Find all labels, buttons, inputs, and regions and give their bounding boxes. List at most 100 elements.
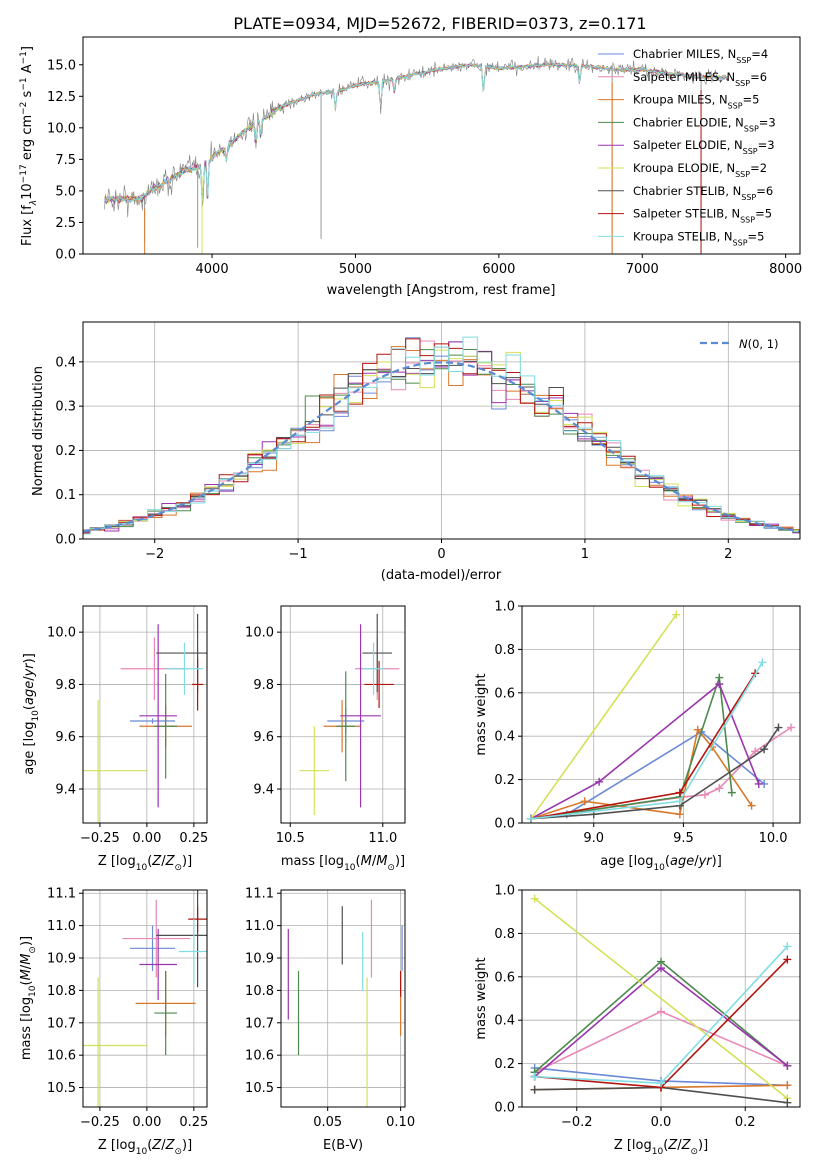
x-axis-label: Z [log10(Z/Z⊙)] (98, 854, 192, 873)
axes-frame (280, 605, 406, 824)
plot-area (299, 613, 400, 816)
x-tick-label: 7000 (626, 262, 659, 277)
y-tick-label: 0.3 (55, 400, 76, 415)
y-tick-label: 15.0 (47, 58, 76, 73)
weight-series-line (530, 677, 733, 820)
weight-marker (783, 1098, 792, 1107)
weight-marker (700, 790, 709, 799)
legend-entry: Chabrier STELIB, NSSP=6 (633, 184, 773, 202)
y-tick-label: 11.1 (47, 887, 76, 902)
weight-series-line (530, 662, 764, 820)
y-tick-label: 9.6 (55, 730, 76, 745)
y-tick-label: 0.8 (494, 927, 515, 942)
weight-marker (783, 942, 792, 951)
y-tick-label: 1.0 (494, 600, 515, 615)
x-tick-label: 0.00 (132, 1115, 161, 1130)
weight-series-line (530, 614, 677, 820)
weight-marker (727, 788, 736, 797)
y-tick-label: 9.8 (253, 678, 274, 693)
plot-area (104, 56, 729, 254)
y-axis-label: mass [log10(M/M⊙)] (19, 936, 38, 1060)
y-tick-label: 10.0 (245, 626, 274, 641)
y-tick-label: 0.8 (494, 643, 515, 658)
y-tick-label: 0.6 (494, 970, 515, 985)
plot-area (287, 899, 403, 1107)
y-tick-label: 10.0 (47, 121, 76, 136)
weight-marker (657, 1079, 665, 1088)
x-axis-label: E(B-V) (323, 1138, 363, 1153)
weight-marker (783, 1081, 792, 1090)
y-tick-label: 0.4 (494, 1014, 515, 1029)
y-tick-label: 10.5 (47, 1081, 76, 1096)
weight-marker (675, 788, 684, 797)
axes-frame (82, 889, 208, 1108)
panel-age_vs_mass: 10.5 11.0 9.4 9.6 9.8 10.0 mass [log10(M/M⊙)] (245, 605, 406, 873)
y-tick-label: 10.6 (47, 1049, 76, 1064)
y-tick-label: 10.6 (245, 1049, 274, 1064)
y-axis-label: mass weight (474, 673, 489, 755)
y-tick-label: 0.0 (494, 817, 515, 832)
x-axis-label: Z [log10(Z/Z⊙)] (614, 1138, 708, 1157)
weight-marker (758, 658, 767, 667)
panel-age_vs_Z: −0.25 0.00 0.25 9.4 9.6 9.8 10.0 Z [log10(Z/Z⊙)… (22, 605, 208, 873)
plot-area (83, 613, 207, 823)
weight-marker (657, 964, 665, 973)
axes-frame (280, 889, 406, 1108)
y-axis-label: Normed distribution (31, 366, 46, 496)
weight-marker (530, 1072, 539, 1081)
weight-marker (783, 1061, 792, 1070)
weight-marker (580, 797, 589, 806)
weight-marker (595, 777, 604, 786)
weight-marker (530, 1085, 539, 1094)
weight-marker (530, 894, 539, 903)
x-axis-label: wavelength [Angstrom, rest frame] (327, 283, 556, 298)
x-tick-label: 0.25 (179, 831, 208, 846)
x-tick-label: −0.2 (561, 1115, 593, 1130)
plot-area (530, 894, 792, 1107)
x-tick-label: 5000 (339, 262, 372, 277)
histogram-step-line (83, 336, 800, 535)
x-axis-label: mass [log10(M/M⊙)] (281, 854, 405, 873)
weight-marker (672, 610, 681, 619)
y-tick-label: 0.2 (494, 1057, 515, 1072)
y-tick-label: 0.1 (55, 488, 76, 503)
y-tick-label: 0.2 (55, 444, 76, 459)
x-axis-label: age [log10(age/yr)] (600, 854, 722, 873)
legend-entry: N(0, 1) (739, 337, 779, 351)
x-tick-label: 4000 (196, 262, 229, 277)
y-tick-label: 1.0 (494, 884, 515, 899)
y-tick-label: 0.0 (494, 1101, 515, 1116)
x-tick-label: 11.0 (368, 831, 397, 846)
x-tick-label: 0.05 (313, 1115, 342, 1130)
legend-entry: Kroupa MILES, NSSP=5 (633, 93, 759, 111)
weight-marker (787, 723, 796, 732)
axes-frame (521, 605, 801, 824)
x-tick-label: 0 (437, 547, 445, 562)
panel-residuals: −2 −1 0 1 2 0.0 0.1 0.2 0.3 0.4 N(0, 1) (data-model… (31, 321, 801, 583)
weight-marker (783, 955, 792, 964)
x-tick-label: 0.0 (651, 1115, 672, 1130)
axes-frame (82, 605, 208, 824)
panel-mass_vs_ebv: 0.05 0.10 10.5 10.6 10.7 10.8 10.9 11.0 11.1 E(B-… (245, 887, 415, 1153)
y-tick-label: 10.5 (245, 1081, 274, 1096)
y-tick-label: 10.7 (47, 1016, 76, 1031)
y-tick-label: 9.8 (55, 678, 76, 693)
y-axis-label: mass weight (474, 957, 489, 1039)
weight-marker (760, 745, 769, 754)
y-tick-label: 12.5 (47, 90, 76, 105)
legend-entry: Salpeter STELIB, NSSP=5 (633, 207, 772, 225)
y-tick-label: 2.5 (55, 216, 76, 231)
y-tick-label: 11.1 (245, 887, 274, 902)
axes-frame (82, 36, 801, 255)
x-tick-label: −2 (145, 547, 164, 562)
y-tick-label: 10.7 (245, 1016, 274, 1031)
y-tick-label: 10.9 (245, 952, 274, 967)
y-tick-label: 11.0 (245, 919, 274, 934)
panel-weight_vs_Z: −0.2 0.0 0.2 0.0 0.2 0.4 0.6 0.8 1.0 mass weight Z… (474, 884, 801, 1157)
weight-series-line (530, 682, 760, 820)
x-tick-label: 1 (581, 547, 589, 562)
legend-entry: Chabrier MILES, NSSP=4 (633, 47, 768, 65)
y-tick-label: 11.0 (47, 919, 76, 934)
y-tick-label: 5.0 (55, 184, 76, 199)
